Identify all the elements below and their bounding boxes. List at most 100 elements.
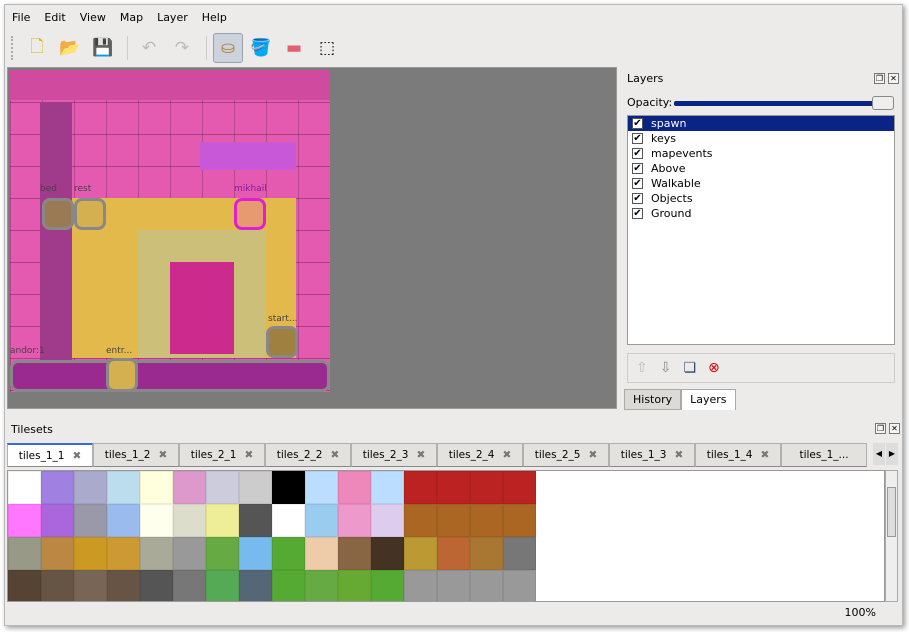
delete-layer-icon[interactable]: ⊗ bbox=[708, 360, 720, 376]
tile[interactable] bbox=[272, 570, 305, 601]
tile[interactable] bbox=[140, 537, 173, 570]
tile[interactable] bbox=[338, 504, 371, 537]
tile[interactable] bbox=[140, 471, 173, 504]
float-icon[interactable]: ❐ bbox=[874, 73, 885, 84]
tile[interactable] bbox=[8, 570, 41, 601]
close-tab-icon[interactable]: ✖ bbox=[158, 449, 168, 461]
tile[interactable] bbox=[470, 471, 503, 504]
tile[interactable] bbox=[272, 537, 305, 570]
tile[interactable] bbox=[74, 570, 107, 601]
layer-row-objects[interactable]: ✔ Objects bbox=[628, 191, 894, 206]
close-tab-icon[interactable]: ✖ bbox=[674, 449, 684, 461]
tile[interactable] bbox=[41, 471, 74, 504]
tile[interactable] bbox=[437, 570, 470, 601]
tile[interactable] bbox=[173, 570, 206, 601]
tile[interactable] bbox=[305, 570, 338, 601]
tile[interactable] bbox=[404, 570, 437, 601]
tile[interactable] bbox=[404, 537, 437, 570]
tile[interactable] bbox=[74, 471, 107, 504]
tile[interactable] bbox=[338, 570, 371, 601]
visibility-checkbox[interactable]: ✔ bbox=[632, 133, 643, 144]
tile[interactable] bbox=[503, 537, 536, 570]
tile[interactable] bbox=[305, 471, 338, 504]
tileset-tab[interactable]: tiles_2_2 ✖ bbox=[265, 443, 351, 467]
tile[interactable] bbox=[437, 471, 470, 504]
tile[interactable] bbox=[437, 504, 470, 537]
tile[interactable] bbox=[239, 570, 272, 601]
close-tab-icon[interactable]: ✖ bbox=[72, 449, 82, 462]
eraser-icon[interactable]: ▬ bbox=[285, 38, 303, 58]
tile[interactable] bbox=[470, 570, 503, 601]
tile[interactable] bbox=[470, 537, 503, 570]
tile[interactable] bbox=[503, 471, 536, 504]
layer-row-spawn[interactable]: ✔ spawn bbox=[628, 116, 894, 131]
close-tab-icon[interactable]: ✖ bbox=[588, 449, 598, 461]
tile[interactable] bbox=[371, 471, 404, 504]
undo-icon[interactable]: ↶ bbox=[141, 38, 157, 58]
tile[interactable] bbox=[206, 504, 239, 537]
visibility-checkbox[interactable]: ✔ bbox=[632, 208, 643, 219]
map-canvas[interactable]: bed rest mikhail start... andor:1 entr..… bbox=[10, 70, 330, 392]
tile[interactable] bbox=[8, 471, 41, 504]
new-icon[interactable]: 🗋 bbox=[30, 36, 44, 57]
close-tab-icon[interactable]: ✖ bbox=[244, 449, 254, 461]
tile[interactable] bbox=[41, 570, 74, 601]
float-icon[interactable]: ❐ bbox=[875, 423, 886, 434]
tile[interactable] bbox=[74, 537, 107, 570]
tile[interactable] bbox=[239, 537, 272, 570]
tile[interactable] bbox=[206, 471, 239, 504]
map-object-start[interactable] bbox=[266, 326, 298, 358]
tile-grid[interactable] bbox=[8, 471, 884, 601]
tile[interactable] bbox=[272, 471, 305, 504]
tile[interactable] bbox=[239, 504, 272, 537]
tab-scroll-left[interactable]: ◀ bbox=[873, 443, 885, 465]
scrollbar-thumb[interactable] bbox=[887, 487, 896, 537]
tileset-tab[interactable]: tiles_2_4 ✖ bbox=[437, 443, 523, 467]
tileset-view[interactable] bbox=[7, 470, 885, 602]
close-tab-icon[interactable]: ✖ bbox=[502, 449, 512, 461]
tile[interactable] bbox=[206, 537, 239, 570]
map-object-mikhail[interactable] bbox=[234, 198, 266, 230]
close-tab-icon[interactable]: ✖ bbox=[760, 449, 770, 461]
tile[interactable] bbox=[503, 570, 536, 601]
tile[interactable] bbox=[371, 504, 404, 537]
tile[interactable] bbox=[503, 504, 536, 537]
save-icon[interactable]: 💾 bbox=[92, 38, 114, 58]
tileset-tab[interactable]: tiles_1_1 ✖ bbox=[7, 443, 93, 467]
tileset-tab[interactable]: tiles_2_3 ✖ bbox=[351, 443, 437, 467]
tile[interactable] bbox=[437, 537, 470, 570]
tile[interactable] bbox=[74, 504, 107, 537]
bucket-fill-icon[interactable]: 🪣 bbox=[250, 38, 272, 58]
stamp-brush-icon[interactable]: ⛀ bbox=[213, 33, 243, 63]
close-icon[interactable]: ✕ bbox=[888, 73, 899, 84]
tile[interactable] bbox=[470, 504, 503, 537]
tileset-tab[interactable]: tiles_2_1 ✖ bbox=[179, 443, 265, 467]
tile[interactable] bbox=[305, 537, 338, 570]
tile[interactable] bbox=[338, 471, 371, 504]
close-tab-icon[interactable]: ✖ bbox=[416, 449, 426, 461]
tile[interactable] bbox=[41, 537, 74, 570]
layer-row-walkable[interactable]: ✔ Walkable bbox=[628, 176, 894, 191]
tile[interactable] bbox=[173, 471, 206, 504]
close-tab-icon[interactable]: ✖ bbox=[330, 449, 340, 461]
visibility-checkbox[interactable]: ✔ bbox=[632, 163, 643, 174]
duplicate-layer-icon[interactable]: ❏ bbox=[683, 360, 697, 376]
tile[interactable] bbox=[404, 504, 437, 537]
tile[interactable] bbox=[8, 537, 41, 570]
map-object-rest[interactable] bbox=[74, 198, 106, 230]
tile[interactable] bbox=[371, 537, 404, 570]
visibility-checkbox[interactable]: ✔ bbox=[632, 148, 643, 159]
rect-select-icon[interactable]: ⬚ bbox=[318, 38, 336, 58]
tile[interactable] bbox=[272, 504, 305, 537]
menu-view[interactable]: View bbox=[79, 11, 106, 24]
map-object-entrance[interactable] bbox=[106, 358, 138, 392]
tile[interactable] bbox=[371, 570, 404, 601]
layer-row-keys[interactable]: ✔ keys bbox=[628, 131, 894, 146]
opacity-slider-handle[interactable] bbox=[872, 96, 894, 110]
tile[interactable] bbox=[173, 537, 206, 570]
menu-edit[interactable]: Edit bbox=[44, 11, 66, 24]
tileset-tab[interactable]: tiles_1_2 ✖ bbox=[93, 443, 179, 467]
menu-file[interactable]: File bbox=[12, 11, 31, 24]
visibility-checkbox[interactable]: ✔ bbox=[632, 118, 643, 129]
layer-row-mapevents[interactable]: ✔ mapevents bbox=[628, 146, 894, 161]
